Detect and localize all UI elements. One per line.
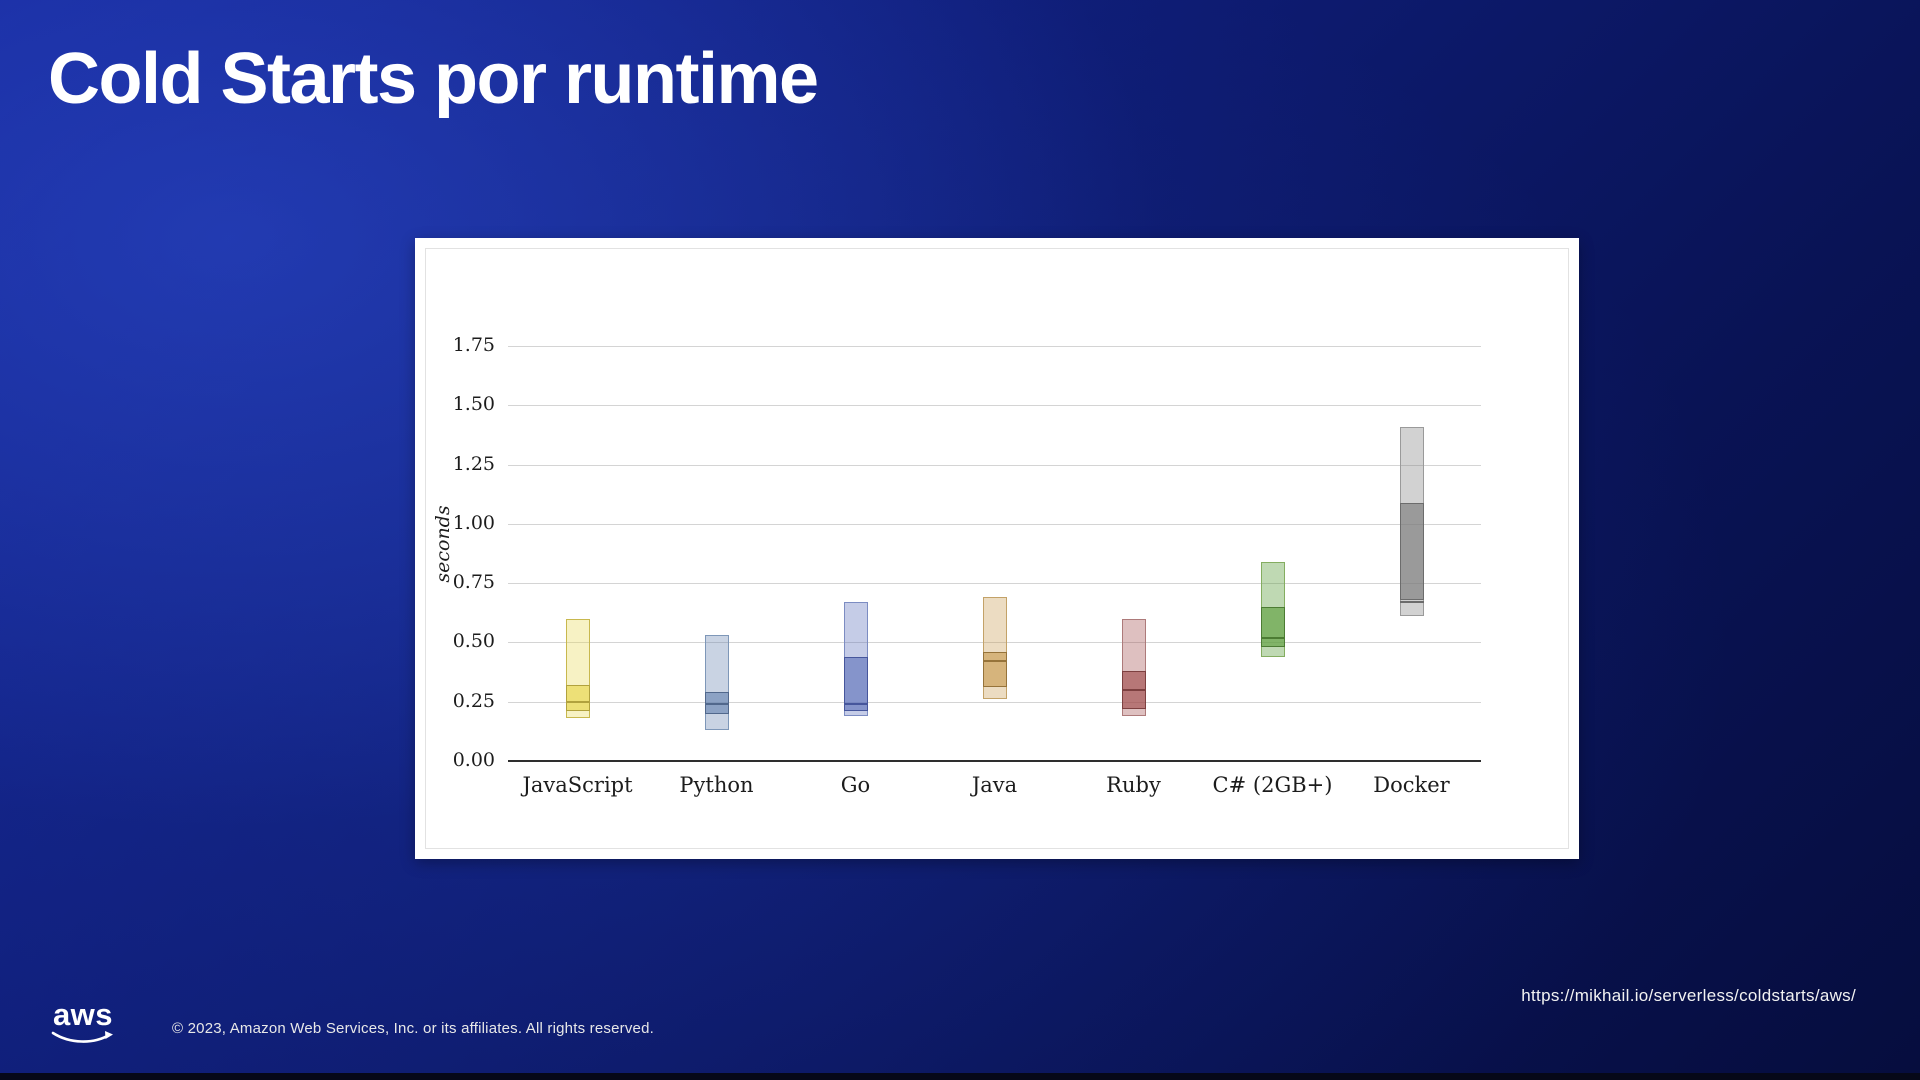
x-category-label: C# (2GB+)	[1212, 773, 1333, 797]
bar-box	[1260, 606, 1285, 648]
gridline	[508, 642, 1481, 644]
y-tick-label: 1.00	[452, 511, 495, 534]
chart-frame	[425, 248, 1569, 849]
x-category-label: JavaScript	[522, 773, 633, 797]
slide-title: Cold Starts por runtime	[48, 39, 819, 119]
bar-box	[565, 685, 590, 712]
bar-median-line	[565, 700, 590, 703]
gridline	[508, 405, 1481, 407]
bar-box	[843, 656, 868, 712]
gridline	[508, 701, 1481, 703]
bar-box	[982, 651, 1007, 688]
bar-median-line	[1121, 688, 1146, 691]
bar-median-line	[843, 703, 868, 706]
gridline	[508, 523, 1481, 525]
y-tick-label: 0.75	[452, 571, 495, 594]
x-category-label: Java	[971, 773, 1018, 797]
bar-box	[704, 692, 729, 714]
y-tick-label: 0.00	[452, 749, 495, 771]
gridline	[508, 346, 1481, 347]
chart-plot: 0.00 0.25 0.50 0.75 1.00 1.25 1.50 1.75 JavaScri…	[415, 238, 1579, 859]
y-tick-label: 1.25	[452, 452, 495, 475]
y-tick-label: 1.75	[452, 334, 495, 356]
bar-median-line	[704, 703, 729, 706]
gridline	[508, 583, 1481, 585]
footer-copyright: © 2023, Amazon Web Services, Inc. or its…	[172, 1020, 654, 1037]
bar-range	[704, 635, 729, 731]
bar-median-line	[1399, 601, 1424, 604]
footer-url: https://mikhail.io/serverless/coldstarts…	[1521, 986, 1856, 1005]
x-category-label: Ruby	[1106, 773, 1161, 797]
bar-median-line	[1260, 636, 1285, 639]
aws-smile-icon	[51, 1031, 113, 1043]
y-tick-label: 1.50	[452, 393, 495, 416]
bar-median-line	[982, 660, 1007, 663]
bar-box	[1399, 502, 1424, 600]
x-category-label: Docker	[1373, 773, 1450, 797]
y-tick-label: 0.50	[452, 630, 495, 653]
bottom-edge-strip	[0, 1073, 1920, 1080]
chart-panel: seconds 0.00 0.25 0.50 0.75 1.00 1.25 1.50 1.75…	[415, 238, 1579, 859]
x-category-label: Python	[679, 773, 754, 797]
y-tick-label: 0.25	[452, 689, 495, 712]
gridline	[508, 464, 1481, 466]
aws-logo-text: aws	[52, 997, 114, 1032]
x-category-label: Go	[840, 773, 871, 797]
x-axis-line	[508, 760, 1481, 762]
aws-logo: aws	[48, 997, 118, 1048]
